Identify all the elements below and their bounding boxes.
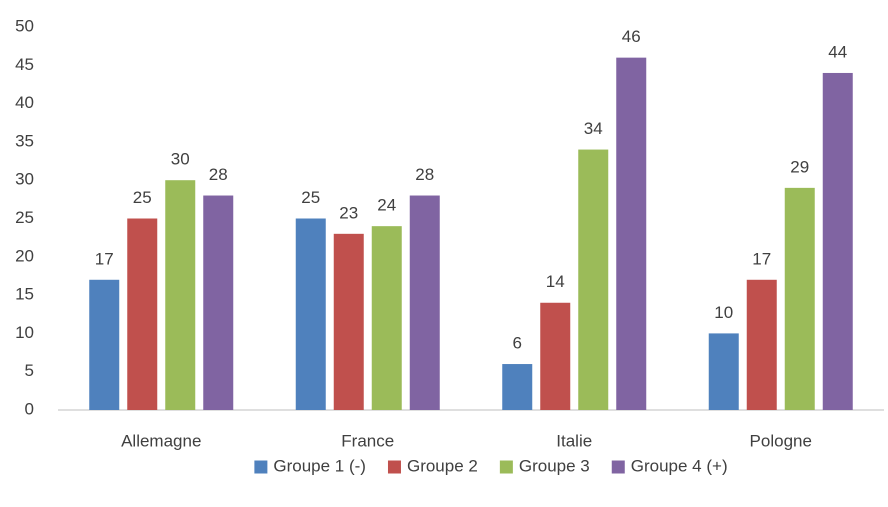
y-tick-label: 50 bbox=[15, 16, 34, 35]
bar bbox=[502, 364, 533, 410]
bar bbox=[333, 233, 364, 410]
data-label: 10 bbox=[714, 303, 733, 322]
legend-swatch bbox=[499, 460, 513, 474]
bar bbox=[371, 226, 402, 410]
bar bbox=[127, 218, 158, 410]
data-label: 34 bbox=[584, 119, 603, 138]
x-tick-label: France bbox=[341, 431, 394, 450]
legend-swatch bbox=[387, 460, 401, 474]
legend-label: Groupe 1 (-) bbox=[273, 456, 366, 475]
data-label: 25 bbox=[133, 188, 152, 207]
legend-label: Groupe 2 bbox=[407, 456, 478, 475]
legend-label: Groupe 4 (+) bbox=[631, 456, 728, 475]
data-label: 23 bbox=[339, 203, 358, 222]
y-tick-label: 15 bbox=[15, 285, 34, 304]
bar bbox=[616, 57, 647, 410]
legend-swatch bbox=[254, 460, 268, 474]
bar bbox=[165, 180, 196, 410]
x-tick-label: Italie bbox=[556, 431, 592, 450]
x-tick-label: Pologne bbox=[750, 431, 812, 450]
bar bbox=[295, 218, 326, 410]
data-label: 28 bbox=[209, 165, 228, 184]
y-tick-label: 5 bbox=[25, 361, 34, 380]
legend-label: Groupe 3 bbox=[519, 456, 590, 475]
y-tick-label: 0 bbox=[25, 399, 34, 418]
bar bbox=[746, 279, 777, 410]
bar bbox=[708, 333, 739, 410]
bar bbox=[540, 302, 571, 410]
data-label: 25 bbox=[301, 188, 320, 207]
bar bbox=[89, 279, 120, 410]
data-label: 30 bbox=[171, 150, 190, 169]
data-label: 24 bbox=[377, 196, 396, 215]
y-tick-label: 25 bbox=[15, 208, 34, 227]
data-label: 14 bbox=[546, 272, 565, 291]
data-label: 46 bbox=[622, 27, 641, 46]
data-label: 6 bbox=[513, 334, 522, 353]
data-label: 17 bbox=[95, 249, 114, 268]
bar bbox=[578, 149, 609, 410]
bar bbox=[409, 195, 440, 410]
y-tick-label: 20 bbox=[15, 246, 34, 265]
data-label: 29 bbox=[790, 157, 809, 176]
legend-swatch bbox=[611, 460, 625, 474]
y-tick-label: 35 bbox=[15, 131, 34, 150]
data-label: 28 bbox=[415, 165, 434, 184]
x-tick-label: Allemagne bbox=[121, 431, 201, 450]
data-label: 17 bbox=[752, 249, 771, 268]
y-tick-label: 10 bbox=[15, 323, 34, 342]
y-tick-label: 40 bbox=[15, 93, 34, 112]
data-label: 44 bbox=[828, 42, 847, 61]
bar bbox=[203, 195, 234, 410]
y-tick-label: 30 bbox=[15, 170, 34, 189]
y-tick-label: 45 bbox=[15, 55, 34, 74]
bar bbox=[784, 187, 815, 410]
bar bbox=[822, 72, 853, 411]
